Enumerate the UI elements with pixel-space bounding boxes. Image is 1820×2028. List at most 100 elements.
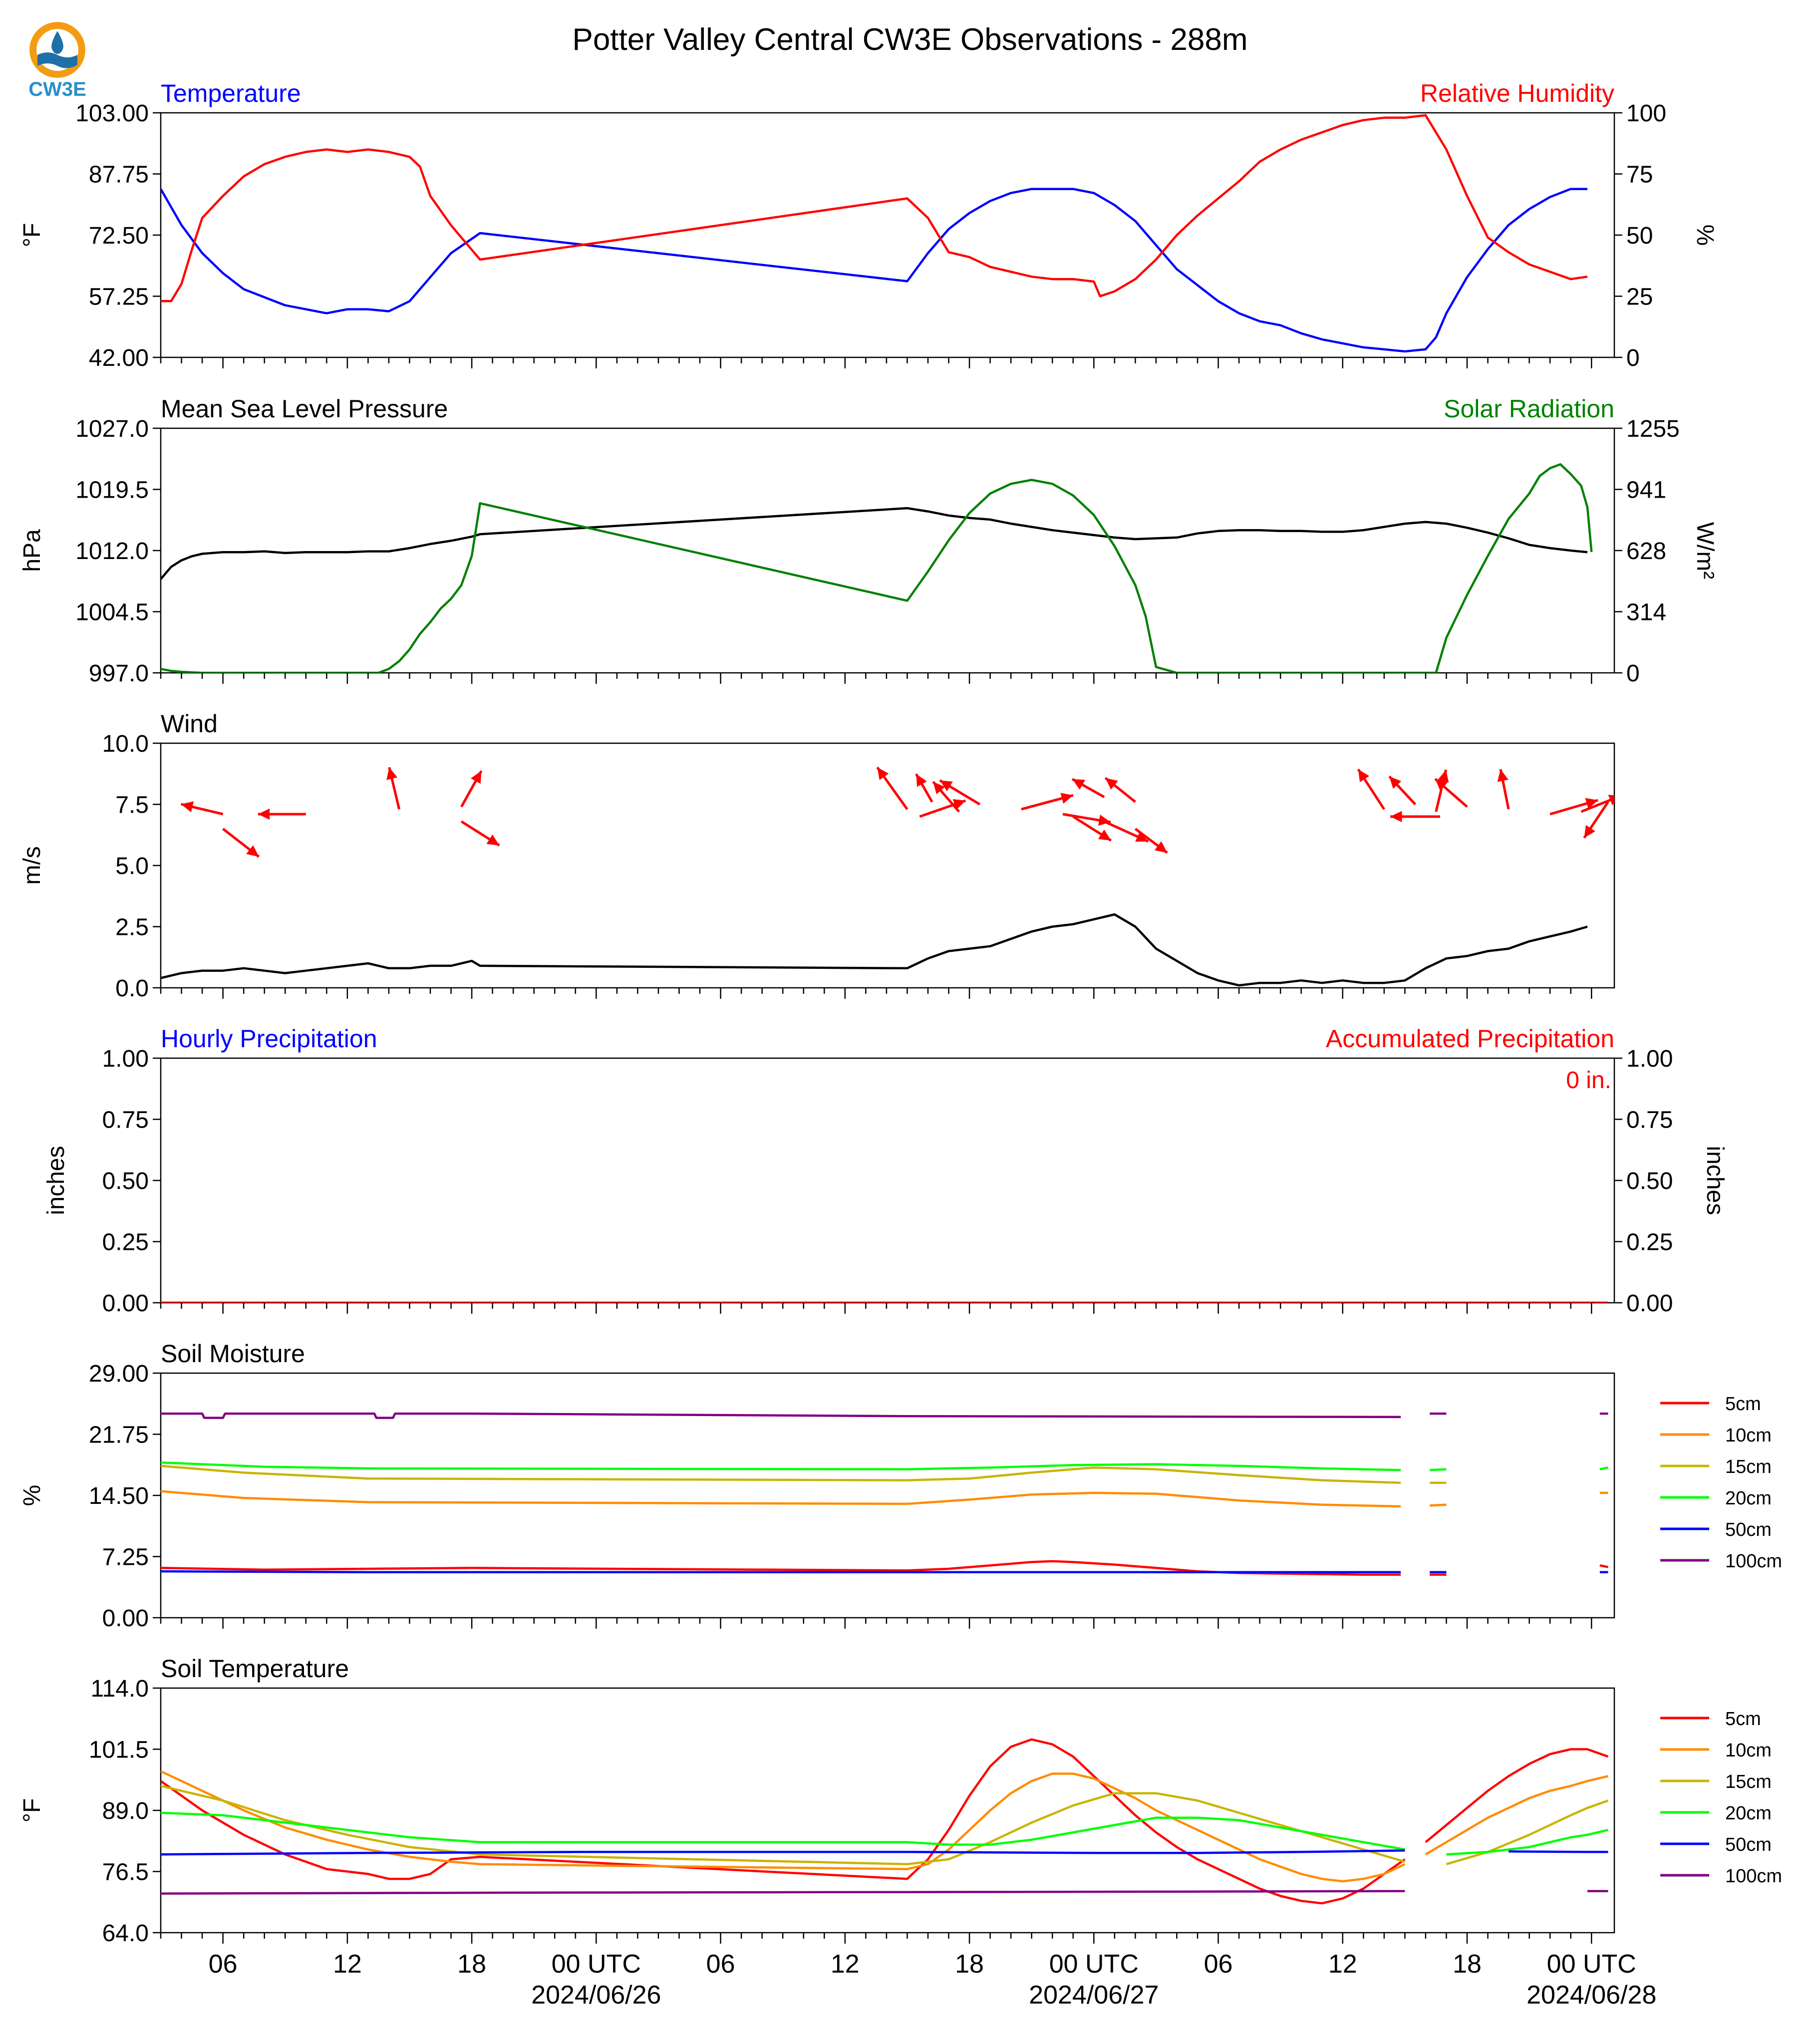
y-axis-label: °F: [19, 1798, 45, 1823]
legend-label: 5cm: [1725, 1394, 1761, 1415]
y-tick-label: 29.00: [89, 1361, 149, 1387]
plot-frame: [160, 1372, 1615, 1619]
wind-arrow-head: [386, 767, 398, 780]
wind-arrow: [919, 799, 966, 818]
panel-title-left: Mean Sea Level Pressure: [161, 395, 448, 423]
y-axis-label: m/s: [19, 846, 45, 884]
panel-precip: 1.00 0.75 0.50 0.25 0.00 1.00 0.75 0.50 0.25 0.00…: [43, 1025, 1728, 1317]
y2-tick-label: 314: [1626, 599, 1666, 626]
y2-tick-label: 0.25: [1626, 1229, 1673, 1256]
x-tick-label: 06: [706, 1950, 735, 1979]
series-group: [161, 1738, 1609, 1905]
panel-title-left: Temperature: [161, 79, 301, 107]
y-tick-label: 72.50: [89, 223, 149, 249]
plot-frame: [160, 1057, 1615, 1304]
series-line-100cm: [161, 1412, 1608, 1419]
wind-arrow: [460, 820, 500, 847]
wind-arrow-head: [1497, 769, 1509, 782]
wind-arrow: [1357, 768, 1385, 810]
wind-arrow: [181, 801, 224, 816]
wind-arrow: [222, 828, 260, 858]
panel-wind: 10.0 7.5 5.0 2.5 0.0 Wind m/s: [19, 710, 1615, 1002]
legend-label: 20cm: [1725, 1803, 1772, 1824]
wind-arrow-head: [933, 782, 945, 795]
y-tick-label: 64.0: [102, 1920, 149, 1947]
series-line-50cm: [161, 1570, 1608, 1574]
wind-arrow-head: [1135, 831, 1149, 842]
plot-frame: [160, 1687, 1615, 1934]
legend-label: 15cm: [1725, 1456, 1772, 1477]
wind-arrow-head: [1390, 811, 1402, 823]
logo-water-icon: [37, 52, 77, 68]
wind-arrow: [915, 773, 933, 803]
y2-tick-label: 0: [1626, 345, 1640, 371]
legend-label: 5cm: [1725, 1709, 1761, 1730]
figure-title: Potter Valley Central CW3E Observations …: [572, 22, 1247, 57]
y-tick-label: 114.0: [90, 1676, 149, 1702]
legend-label: 10cm: [1725, 1425, 1772, 1446]
legend-label: 15cm: [1725, 1771, 1772, 1792]
y-tick-label: 42.00: [89, 345, 149, 371]
y-tick-label: 0.25: [102, 1229, 149, 1256]
x-date-label: 2024/06/26: [531, 1981, 661, 2010]
series-line-solar: [161, 464, 1608, 673]
wind-arrow: [1072, 815, 1112, 842]
y-tick-label: 5.0: [115, 853, 149, 879]
x-tick-label: 12: [831, 1950, 860, 1979]
y-tick-label: 0.50: [102, 1168, 149, 1194]
wind-arrow-head: [916, 774, 927, 787]
wind-arrow: [1134, 828, 1168, 854]
wind-arrow: [1021, 793, 1074, 811]
y-tick-label: 0.00: [102, 1605, 149, 1632]
series-line-humidity: [161, 115, 1608, 301]
wind-arrow: [460, 770, 483, 808]
series-line-100cm: [161, 1890, 1608, 1895]
panel-title-left: Hourly Precipitation: [161, 1025, 377, 1053]
wind-arrow: [876, 766, 909, 810]
x-tick-label: 18: [955, 1950, 984, 1979]
wind-arrow-head: [1585, 798, 1598, 809]
wind-arrow: [1071, 778, 1105, 798]
panel-title-left: Soil Moisture: [161, 1340, 305, 1368]
x-tick-label: 12: [1328, 1950, 1357, 1979]
wind-arrow: [1104, 820, 1149, 843]
y-tick-label: 7.5: [115, 792, 149, 819]
wind-arrow-head: [181, 801, 194, 813]
y2-tick-label: 1.00: [1626, 1046, 1673, 1072]
y-tick-label: 21.75: [89, 1422, 149, 1449]
y-tick-label: 0.75: [102, 1107, 149, 1134]
x-tick-label: 06: [209, 1950, 238, 1979]
y-tick-label: 89.0: [102, 1798, 149, 1824]
y2-tick-label: 0.00: [1626, 1290, 1673, 1317]
y2-tick-label: 628: [1626, 538, 1666, 565]
y2-tick-label: 941: [1626, 477, 1666, 504]
series-line-20cm: [161, 1811, 1609, 1856]
legend-label: 100cm: [1725, 1866, 1782, 1887]
legend-label: 10cm: [1725, 1740, 1772, 1761]
wind-arrow-head: [877, 767, 889, 780]
y-tick-label: 1019.5: [75, 477, 149, 504]
series-line-5cm: [161, 1738, 1609, 1905]
y2-axis-label: inches: [1702, 1146, 1728, 1215]
wind-arrow-head: [1389, 776, 1402, 789]
x-date-label: 2024/06/27: [1029, 1981, 1159, 2010]
y-axis-label: inches: [43, 1146, 69, 1215]
wind-arrow: [1549, 798, 1598, 816]
series-line-10cm: [161, 1490, 1608, 1508]
legend-label: 50cm: [1725, 1834, 1772, 1855]
wind-arrow: [1580, 795, 1614, 813]
series-line-20cm: [161, 1461, 1608, 1471]
series-line-15cm: [161, 1784, 1609, 1866]
x-tick-label: 18: [457, 1950, 486, 1979]
wind-arrow: [1388, 775, 1417, 806]
wind-arrow-head: [471, 771, 482, 784]
wind-arrow-head: [1105, 778, 1118, 790]
wind-arrow-shaft: [1580, 797, 1614, 813]
y-tick-label: 76.5: [102, 1859, 149, 1886]
y-tick-label: 1012.0: [75, 538, 149, 565]
wind-arrow-head: [486, 834, 500, 846]
y-tick-label: 0.0: [115, 975, 149, 1002]
wind-arrow-head: [1154, 841, 1168, 853]
legend-label: 100cm: [1725, 1551, 1782, 1572]
